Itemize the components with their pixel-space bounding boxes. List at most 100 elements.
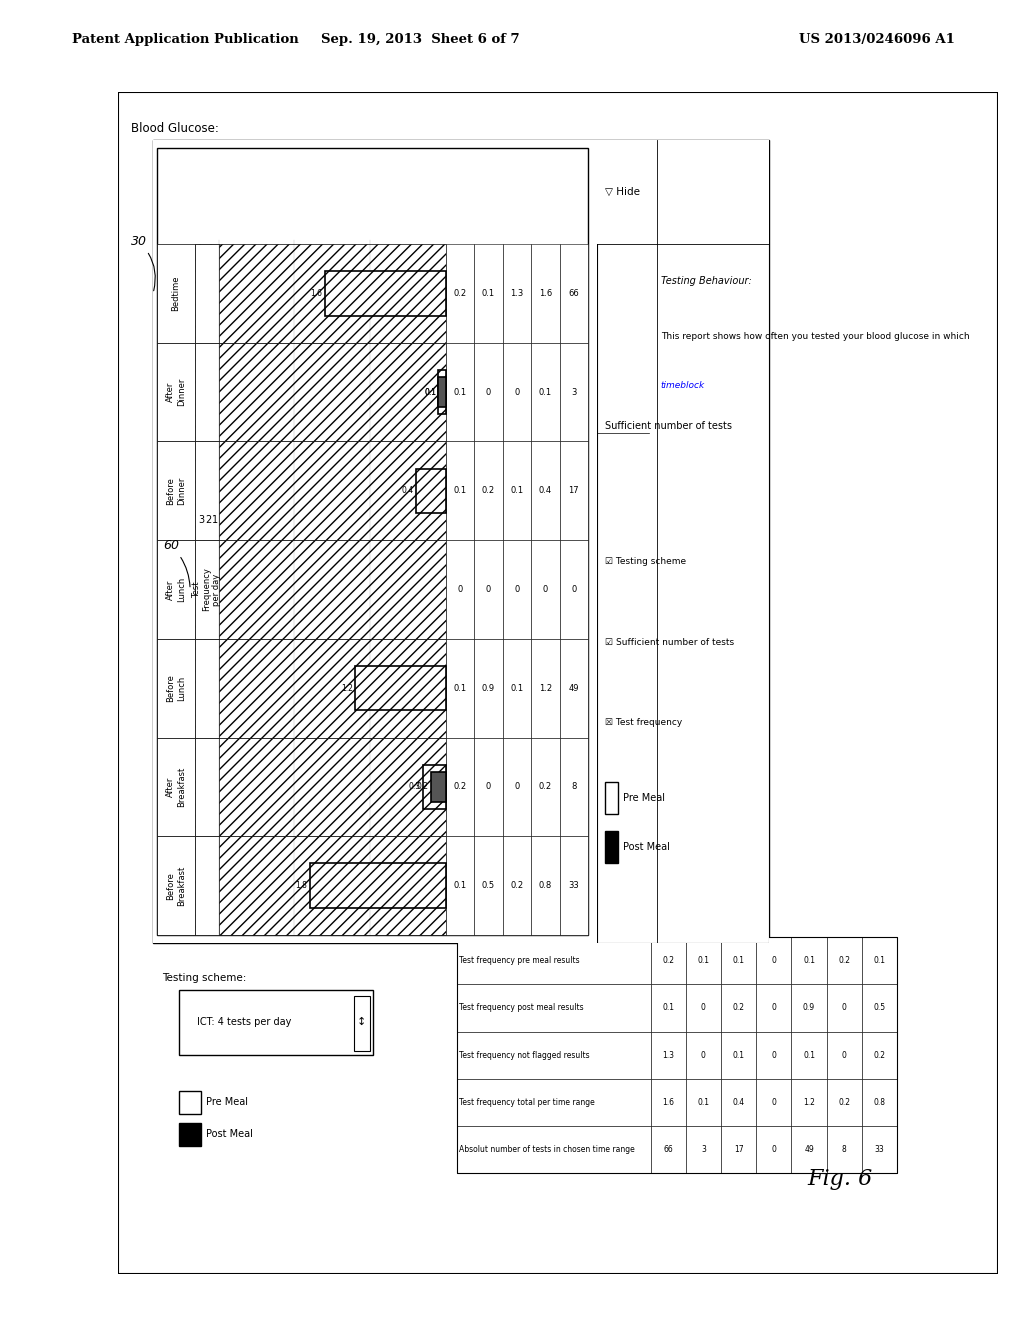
Text: Bedtime: Bedtime — [171, 276, 180, 312]
Bar — [559, 639, 588, 738]
Bar — [826, 1126, 862, 1173]
Bar — [531, 639, 559, 738]
Text: 0: 0 — [771, 1146, 776, 1154]
Text: ▽ Hide: ▽ Hide — [605, 187, 640, 197]
Bar — [445, 441, 474, 540]
Text: Test frequency total per time range: Test frequency total per time range — [460, 1098, 595, 1107]
Text: Test frequency post meal results: Test frequency post meal results — [460, 1003, 584, 1012]
Bar — [686, 985, 721, 1032]
Bar — [721, 1032, 756, 1078]
Text: 0.2: 0.2 — [454, 783, 467, 792]
Bar — [474, 540, 503, 639]
Bar — [445, 837, 474, 935]
Text: 0: 0 — [458, 585, 463, 594]
Bar — [445, 343, 474, 441]
Bar — [826, 937, 862, 985]
Text: 1.3: 1.3 — [510, 289, 523, 298]
Bar — [650, 937, 686, 985]
Bar — [445, 540, 474, 639]
Text: 0: 0 — [486, 585, 492, 594]
Bar — [158, 441, 195, 540]
Text: 66: 66 — [568, 289, 580, 298]
Bar — [721, 985, 756, 1032]
Bar — [862, 985, 897, 1032]
Text: 1.8: 1.8 — [296, 882, 307, 890]
Text: 0.1: 0.1 — [663, 1003, 674, 1012]
Bar — [721, 937, 756, 985]
Bar — [792, 937, 826, 985]
Bar — [195, 441, 445, 540]
Bar — [650, 1032, 686, 1078]
Bar — [195, 837, 445, 935]
Text: Pre Meal: Pre Meal — [206, 1097, 248, 1107]
Bar — [195, 540, 445, 639]
Bar — [325, 271, 445, 315]
Bar — [605, 830, 617, 863]
Bar — [503, 837, 531, 935]
Text: 0.1: 0.1 — [454, 882, 467, 890]
Text: 0.1: 0.1 — [424, 388, 436, 396]
Text: ☒ Test frequency: ☒ Test frequency — [605, 718, 683, 727]
Bar — [721, 1126, 756, 1173]
Bar — [445, 738, 474, 837]
Bar — [474, 244, 503, 343]
Text: 0.1: 0.1 — [539, 388, 552, 396]
Text: 1.2: 1.2 — [539, 684, 552, 693]
Bar — [158, 343, 195, 441]
Bar — [158, 540, 195, 639]
Bar — [503, 639, 531, 738]
Text: 8: 8 — [842, 1146, 847, 1154]
Text: ☑ Sufficient number of tests: ☑ Sufficient number of tests — [605, 638, 734, 647]
Text: 0: 0 — [771, 1098, 776, 1107]
Text: ↕: ↕ — [357, 1018, 367, 1027]
Bar — [353, 997, 370, 1051]
Text: 0: 0 — [486, 388, 492, 396]
Text: 0.5: 0.5 — [482, 882, 495, 890]
Text: Test frequency pre meal results: Test frequency pre meal results — [460, 956, 580, 965]
Text: 8: 8 — [571, 783, 577, 792]
Text: 0.1: 0.1 — [482, 289, 495, 298]
Bar — [474, 738, 503, 837]
Text: 0: 0 — [842, 1051, 847, 1060]
Text: 0.1: 0.1 — [454, 684, 467, 693]
Bar — [531, 540, 559, 639]
Text: 0.1: 0.1 — [732, 1051, 744, 1060]
Text: 0.1: 0.1 — [697, 956, 710, 965]
Text: 0.4: 0.4 — [401, 486, 414, 495]
Text: 0.2: 0.2 — [873, 1051, 886, 1060]
Text: 0.1: 0.1 — [510, 684, 523, 693]
Text: 0.1: 0.1 — [454, 486, 467, 495]
Text: 1.6: 1.6 — [663, 1098, 674, 1107]
Bar — [195, 639, 218, 738]
Text: 30: 30 — [131, 235, 156, 290]
Bar — [503, 738, 531, 837]
Text: This report shows how often you tested your blood glucose in which: This report shows how often you tested y… — [660, 333, 970, 342]
Bar — [559, 441, 588, 540]
Text: 0.1: 0.1 — [803, 1051, 815, 1060]
Text: 0: 0 — [486, 783, 492, 792]
Text: 1.6: 1.6 — [539, 289, 552, 298]
Text: 49: 49 — [568, 684, 579, 693]
Bar — [158, 837, 195, 935]
Text: Absolut number of tests in chosen time range: Absolut number of tests in chosen time r… — [460, 1146, 635, 1154]
Text: Sep. 19, 2013  Sheet 6 of 7: Sep. 19, 2013 Sheet 6 of 7 — [321, 33, 519, 46]
Bar — [195, 441, 218, 540]
Bar — [650, 1078, 686, 1126]
Text: 0.9: 0.9 — [803, 1003, 815, 1012]
Bar — [721, 1078, 756, 1126]
Bar — [792, 985, 826, 1032]
Text: 1.3: 1.3 — [663, 1051, 674, 1060]
Text: 0: 0 — [543, 585, 548, 594]
Bar — [423, 764, 445, 809]
Bar — [457, 1078, 650, 1126]
Bar — [531, 837, 559, 935]
Bar — [686, 1126, 721, 1173]
Bar — [650, 985, 686, 1032]
Text: 33: 33 — [568, 882, 580, 890]
Bar — [597, 140, 769, 244]
Bar — [686, 1032, 721, 1078]
Bar — [862, 1126, 897, 1173]
Text: 2: 2 — [205, 515, 211, 525]
Bar — [457, 937, 897, 1173]
Bar — [195, 837, 218, 935]
